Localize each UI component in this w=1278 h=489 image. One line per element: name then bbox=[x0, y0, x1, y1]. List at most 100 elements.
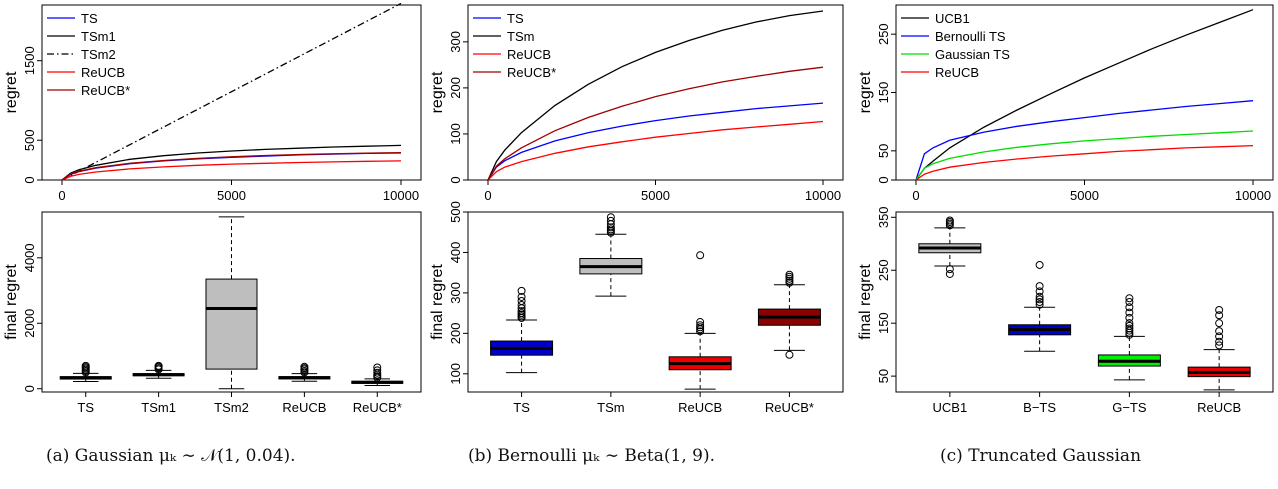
outlier-point bbox=[517, 286, 526, 295]
box-3 bbox=[278, 362, 331, 382]
y-tick-label: 0 bbox=[876, 176, 891, 183]
plot-frame bbox=[895, 211, 1274, 393]
outlier-point bbox=[1215, 305, 1224, 314]
outlier-point bbox=[373, 366, 382, 375]
outlier-point bbox=[1035, 300, 1044, 309]
x-tick-label: 10000 bbox=[383, 188, 419, 203]
legend-label: ReUCB bbox=[935, 65, 979, 80]
legend-label: ReUCB bbox=[507, 47, 551, 62]
outlier-point bbox=[517, 296, 526, 305]
y-tick-label: 250 bbox=[876, 259, 891, 281]
outlier-point bbox=[1035, 260, 1044, 269]
x-tick-label: ReUCB bbox=[282, 400, 326, 415]
outlier-point bbox=[1125, 324, 1134, 333]
outlier-point bbox=[945, 265, 954, 274]
outlier-point bbox=[785, 350, 794, 359]
box-body bbox=[205, 278, 258, 370]
series-line-4 bbox=[61, 151, 402, 181]
caption-a: (a) Gaussian μₖ ∼ 𝒩(1, 0.04). bbox=[46, 446, 296, 466]
box-0 bbox=[918, 216, 982, 278]
outlier-point bbox=[1215, 311, 1224, 320]
y-axis-label: final regret bbox=[429, 264, 446, 340]
x-tick-label: TS bbox=[513, 400, 530, 415]
legend: TS TSm ReUCB ReUCB* bbox=[473, 11, 556, 80]
y-tick-label: 100 bbox=[448, 363, 463, 385]
y-tick-label: 1500 bbox=[22, 46, 37, 75]
series-line-1 bbox=[61, 144, 402, 181]
x-tick-label: 10000 bbox=[805, 188, 841, 203]
outlier-point bbox=[373, 363, 382, 372]
legend-label: UCB1 bbox=[935, 11, 970, 26]
y-tick-label: 2000 bbox=[22, 309, 37, 338]
series-line-2 bbox=[61, 2, 402, 181]
outlier-point bbox=[1125, 319, 1134, 328]
y-axis-label: regret bbox=[3, 71, 20, 113]
outlier-point bbox=[517, 309, 526, 318]
x-tick-label: G−TS bbox=[1112, 400, 1147, 415]
x-tick-label: TSm2 bbox=[214, 400, 249, 415]
legend-label: TS bbox=[507, 11, 524, 26]
y-tick-label: 200 bbox=[448, 322, 463, 344]
caption-b: (b) Bernoulli μₖ ∼ Beta(1, 9). bbox=[468, 446, 716, 466]
y-tick-label: 300 bbox=[448, 282, 463, 304]
outlier-point bbox=[696, 327, 705, 336]
outlier-point bbox=[1215, 319, 1224, 328]
outlier-point bbox=[785, 278, 794, 287]
legend-label: TSm bbox=[507, 29, 534, 44]
box-3 bbox=[757, 270, 821, 359]
outlier-point bbox=[1035, 298, 1044, 306]
chart-b-bottom: 100 200 300 400 500 final regret TS TSm ReUCB ReU… bbox=[429, 201, 844, 415]
box-4 bbox=[351, 363, 404, 386]
outlier-point bbox=[785, 270, 794, 279]
outlier-point bbox=[373, 368, 382, 377]
legend-label: Gaussian TS bbox=[935, 47, 1010, 62]
outlier-point bbox=[300, 362, 309, 371]
chart-b-top: 0 100 200 300 regret 0 5000 10000 TS TSm ReUCB ReUC… bbox=[429, 4, 844, 203]
box-1 bbox=[1008, 260, 1072, 352]
x-tick-label: ReUCB* bbox=[353, 400, 402, 415]
chart-c-top: 0 50 150 250 regret 0 5000 10000 UCB1 Bernoulli T… bbox=[857, 4, 1274, 203]
box-0 bbox=[490, 286, 554, 374]
outlier-point bbox=[1215, 341, 1224, 350]
box-2 bbox=[1097, 294, 1161, 381]
y-tick-label: 0 bbox=[22, 385, 37, 392]
chart-c-bottom: 50 150 250 350 final regret UCB1 B−TS G−TS ReUCB bbox=[857, 206, 1274, 415]
box-1 bbox=[579, 213, 643, 297]
x-tick-label: ReUCB bbox=[678, 400, 722, 415]
outlier-point bbox=[1125, 308, 1134, 317]
x-tick-label: TS bbox=[77, 400, 94, 415]
box-1 bbox=[132, 361, 185, 379]
y-tick-label: 50 bbox=[876, 369, 891, 383]
legend-label: ReUCB* bbox=[507, 65, 556, 80]
series-line-2 bbox=[915, 130, 1254, 181]
series-line-3 bbox=[915, 144, 1254, 181]
box-0 bbox=[59, 361, 112, 383]
outlier-point bbox=[1035, 292, 1044, 301]
y-tick-label: 0 bbox=[22, 176, 37, 183]
y-tick-label: 500 bbox=[448, 201, 463, 223]
x-tick-label: ReUCB bbox=[1197, 400, 1241, 415]
y-tick-label: 500 bbox=[22, 129, 37, 151]
outlier-point bbox=[606, 223, 615, 232]
outlier-point bbox=[517, 301, 526, 310]
outlier-point bbox=[606, 216, 615, 225]
outlier-point bbox=[1035, 282, 1044, 291]
legend-label: TSm1 bbox=[81, 29, 116, 44]
outlier-point bbox=[1125, 294, 1134, 303]
y-tick-label: 4000 bbox=[22, 243, 37, 272]
y-axis-label: regret bbox=[429, 71, 446, 113]
outlier-point bbox=[785, 276, 794, 285]
x-tick-label: 5000 bbox=[1070, 188, 1099, 203]
y-axis-label: final regret bbox=[3, 264, 20, 340]
box-2 bbox=[205, 216, 258, 390]
y-axis-label: regret bbox=[857, 71, 874, 113]
legend-label: ReUCB bbox=[81, 65, 125, 80]
outlier-point bbox=[1035, 295, 1044, 304]
series-line-3 bbox=[487, 66, 824, 181]
y-tick-label: 250 bbox=[876, 23, 891, 45]
legend-label: Bernoulli TS bbox=[935, 29, 1006, 44]
outlier-point bbox=[81, 361, 90, 370]
